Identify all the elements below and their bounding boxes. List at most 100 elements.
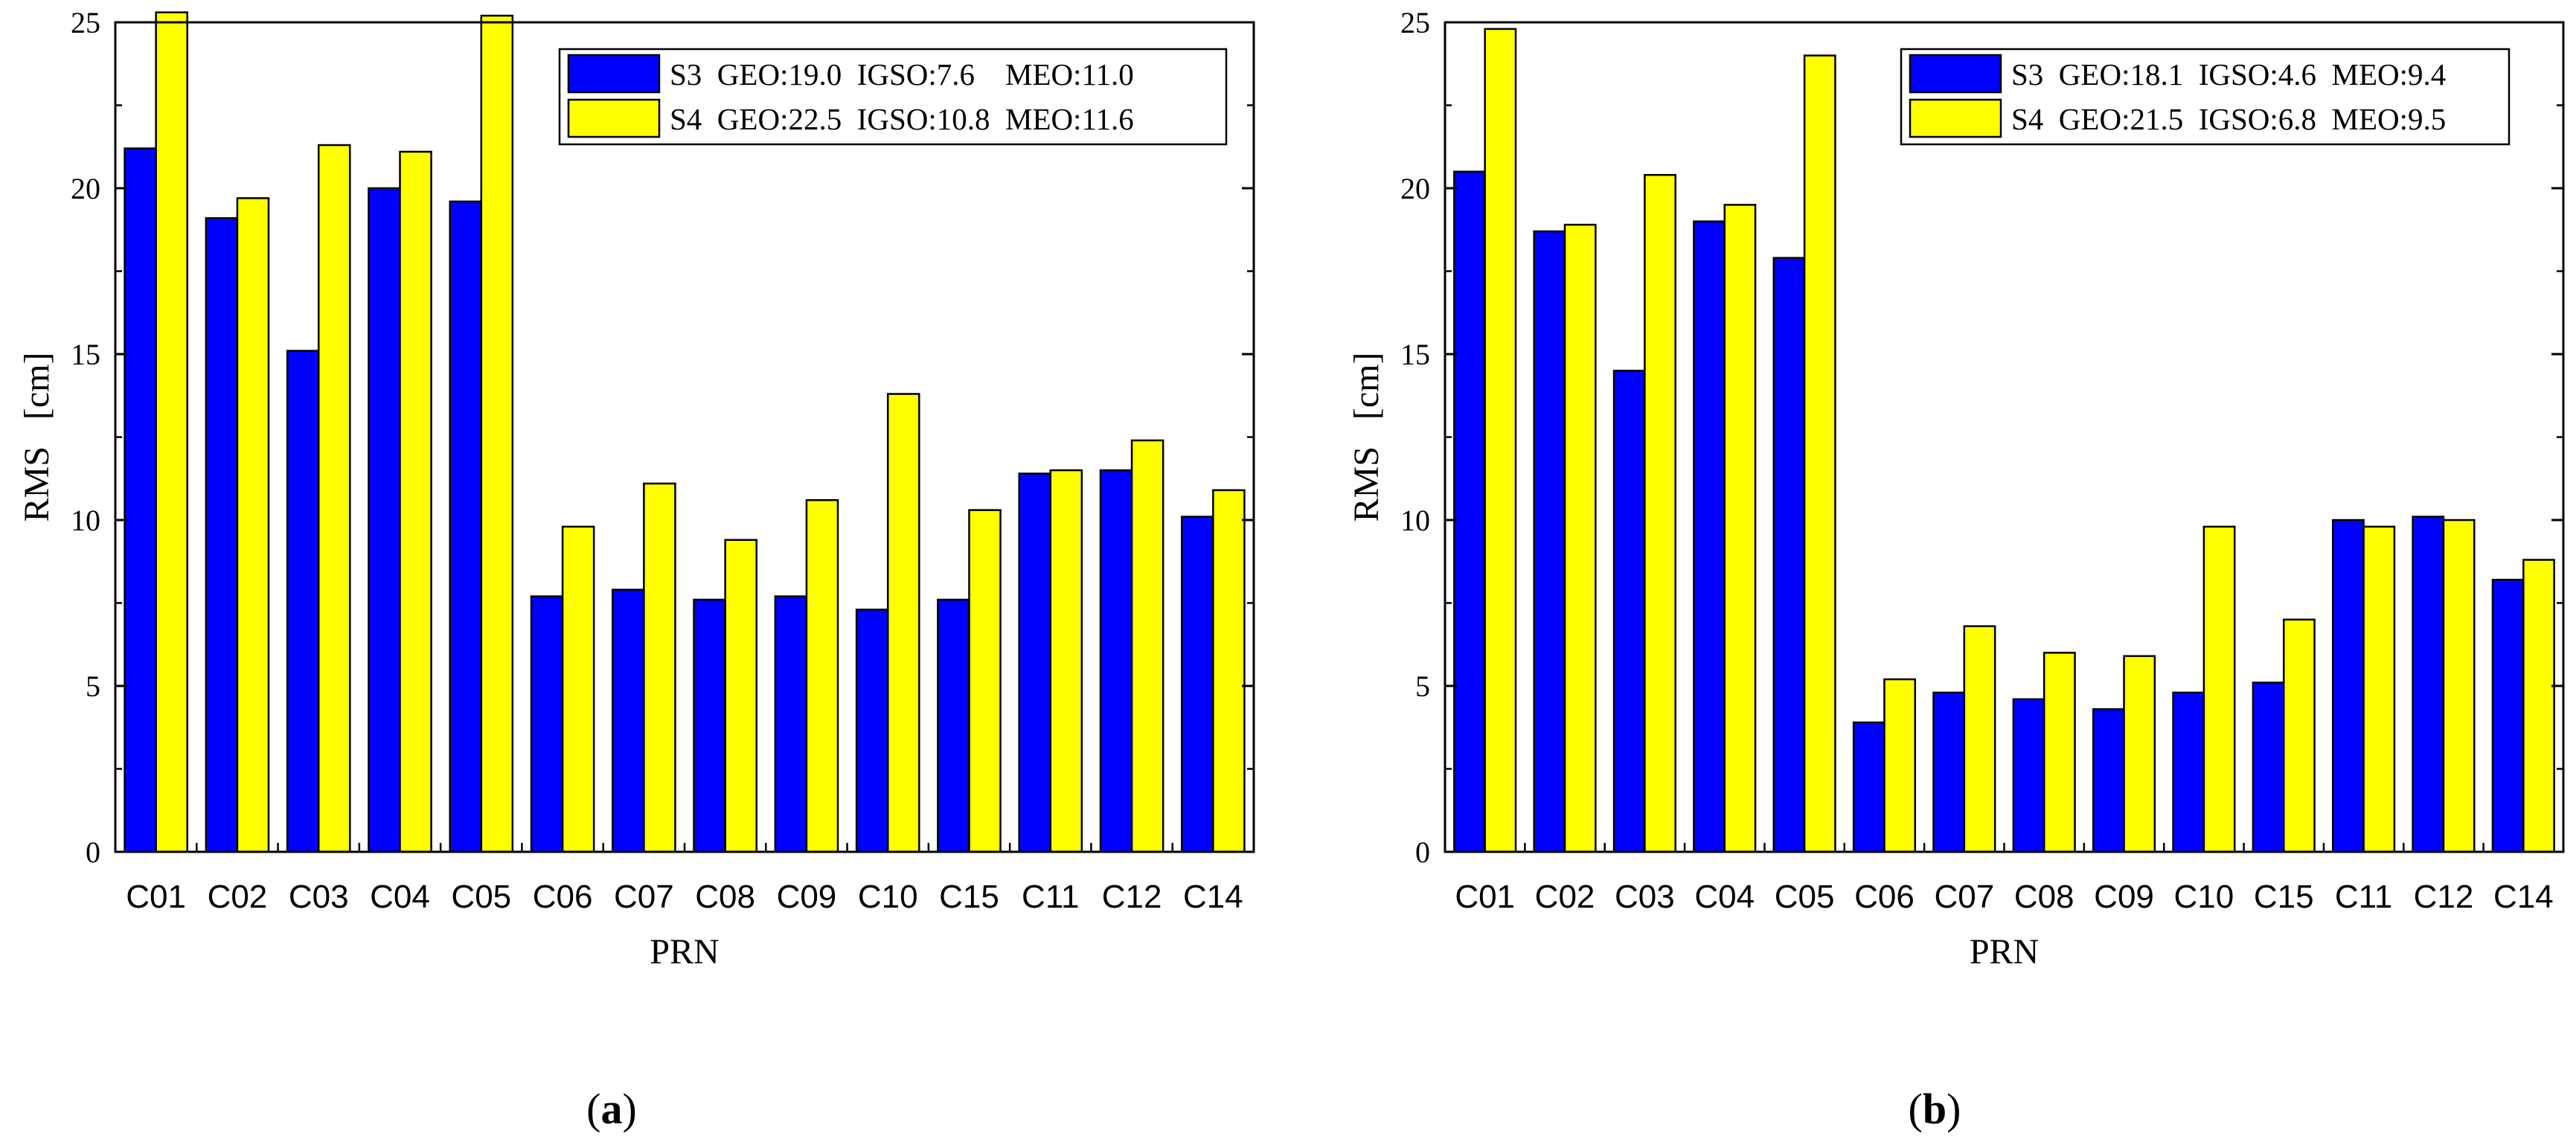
legend-box xyxy=(558,48,1228,146)
legend-swatch-s4 xyxy=(567,98,661,138)
panel-label-open: ( xyxy=(586,1085,600,1133)
bar-s3-c11 xyxy=(2332,519,2365,853)
legend: S3 GEO:19.0 IGSO:7.6 MEO:11.0 S4 GEO:22.5… xyxy=(558,48,1228,146)
ytick-label: 10 xyxy=(71,504,100,537)
xtick-label-c09: C09 xyxy=(777,879,837,915)
bar-s4-c07 xyxy=(1963,625,1996,853)
bar-s3-c07 xyxy=(612,588,645,853)
y-axis-title: RMS [cm] xyxy=(17,353,57,522)
bar-s3-c07 xyxy=(1932,691,1966,853)
legend-label-s3: S3 GEO:19.0 IGSO:7.6 MEO:11.0 xyxy=(670,57,1134,92)
legend-label-s3: S3 GEO:18.1 IGSO:4.6 MEO:9.4 xyxy=(2011,57,2446,92)
bar-s4-c03 xyxy=(317,144,351,853)
panel-label-letter: a xyxy=(601,1085,623,1133)
legend: S3 GEO:18.1 IGSO:4.6 MEO:9.4 S4 GEO:21.5 … xyxy=(1900,48,2511,146)
xtick-label-c15: C15 xyxy=(939,879,999,915)
xtick-label-c04: C04 xyxy=(1694,879,1755,915)
xtick-label-c06: C06 xyxy=(533,879,593,915)
bar-s4-c14 xyxy=(2522,559,2555,853)
xtick-label-c07: C07 xyxy=(614,879,674,915)
bar-s3-c03 xyxy=(1612,370,1646,853)
xtick-label-c05: C05 xyxy=(1775,879,1835,915)
legend-swatch-s3 xyxy=(1909,54,2002,94)
ytick-label: 15 xyxy=(71,338,100,371)
bar-s4-c08 xyxy=(2042,652,2076,853)
bar-s3-c08 xyxy=(693,598,726,853)
bar-s3-c09 xyxy=(774,595,808,853)
xtick-label-c04: C04 xyxy=(370,879,430,915)
ytick-label: 0 xyxy=(1415,835,1430,869)
legend-label-s4: S4 GEO:21.5 IGSO:6.8 MEO:9.5 xyxy=(2011,102,2446,136)
panel-label-close: ) xyxy=(1947,1085,1961,1133)
ytick-label: 5 xyxy=(86,670,100,703)
legend-box xyxy=(1900,48,2511,146)
panel-label-open: ( xyxy=(1909,1085,1923,1133)
xtick-label-c03: C03 xyxy=(289,879,349,915)
xtick-label-c01: C01 xyxy=(1455,879,1515,915)
xtick-label-c03: C03 xyxy=(1615,879,1675,915)
chart-panel-a: 0 5 10 15 20 25 C01 C02 C03 C04 C05 C06 C07 C08 C09 C10… xyxy=(17,6,1255,1133)
bar-s3-c08 xyxy=(2012,698,2045,853)
panel-label: (b) xyxy=(1909,1085,1961,1133)
bar-s3-c06 xyxy=(1852,721,1885,853)
bar-s4-c14 xyxy=(1212,489,1246,853)
bar-s3-c06 xyxy=(530,595,564,853)
xtick-label-c12: C12 xyxy=(1102,879,1162,915)
bar-s4-c07 xyxy=(643,482,676,853)
bar-s4-c06 xyxy=(1883,678,1917,853)
bar-s4-c02 xyxy=(236,197,270,853)
xtick-label-c02: C02 xyxy=(1535,879,1595,915)
xtick-label-c11: C11 xyxy=(1022,879,1079,915)
bar-s3-c05 xyxy=(449,200,483,853)
bar-s4-c06 xyxy=(561,525,595,853)
xtick-label-c02: C02 xyxy=(208,879,268,915)
legend-label-s4: S4 GEO:22.5 IGSO:10.8 MEO:11.6 xyxy=(670,102,1134,136)
xtick-label-c08: C08 xyxy=(695,879,755,915)
bar-s3-c02 xyxy=(1533,230,1566,853)
ytick-label: 20 xyxy=(1400,172,1430,205)
xtick-label-c09: C09 xyxy=(2094,879,2154,915)
bar-s4-c08 xyxy=(724,539,757,853)
bar-s4-c10 xyxy=(886,393,920,853)
bar-s3-c03 xyxy=(286,350,320,853)
panel-label-letter: b xyxy=(1923,1085,1947,1133)
bar-s3-c09 xyxy=(2092,708,2125,853)
bar-s4-c10 xyxy=(2202,525,2236,853)
bar-s3-c10 xyxy=(855,609,889,853)
ytick-label: 15 xyxy=(1400,338,1430,371)
ytick-label: 25 xyxy=(71,6,100,39)
bar-s3-c04 xyxy=(368,187,401,853)
bar-s4-c15 xyxy=(2283,618,2316,853)
bar-s4-c11 xyxy=(1049,469,1083,853)
bar-s4-c15 xyxy=(968,509,1002,853)
panel-label: (a) xyxy=(586,1085,637,1133)
bar-s4-c09 xyxy=(2123,655,2156,853)
panel-label-close: ) xyxy=(623,1085,637,1133)
xtick-label-c15: C15 xyxy=(2254,879,2314,915)
bar-s3-c11 xyxy=(1018,472,1052,853)
ytick-label: 20 xyxy=(71,172,100,205)
xtick-label-c07: C07 xyxy=(1934,879,1994,915)
bar-s4-c12 xyxy=(2442,519,2476,853)
bar-s3-c12 xyxy=(1099,469,1133,853)
bar-s3-c01 xyxy=(1453,170,1486,853)
bar-s3-c14 xyxy=(2491,579,2525,853)
y-axis-title: RMS [cm] xyxy=(1347,353,1386,522)
xtick-label-c06: C06 xyxy=(1854,879,1915,915)
xtick-label-c12: C12 xyxy=(2414,879,2474,915)
bar-s3-c15 xyxy=(2252,681,2285,853)
bar-s4-c05 xyxy=(480,14,514,853)
plot-frame xyxy=(1444,21,2565,853)
xtick-label-c10: C10 xyxy=(2174,879,2234,915)
bar-s4-c03 xyxy=(1644,173,1676,853)
bar-s4-c04 xyxy=(1723,204,1757,853)
xtick-label-c01: C01 xyxy=(126,879,186,915)
bar-s3-c05 xyxy=(1772,257,1806,853)
xtick-label-c14: C14 xyxy=(2493,879,2554,915)
bar-s3-c15 xyxy=(937,598,970,853)
ytick-label: 5 xyxy=(1415,670,1430,703)
bar-s4-c05 xyxy=(1803,54,1836,853)
ytick-label: 10 xyxy=(1400,504,1430,537)
xtick-label-c05: C05 xyxy=(451,879,511,915)
bar-s3-c04 xyxy=(1693,220,1726,853)
